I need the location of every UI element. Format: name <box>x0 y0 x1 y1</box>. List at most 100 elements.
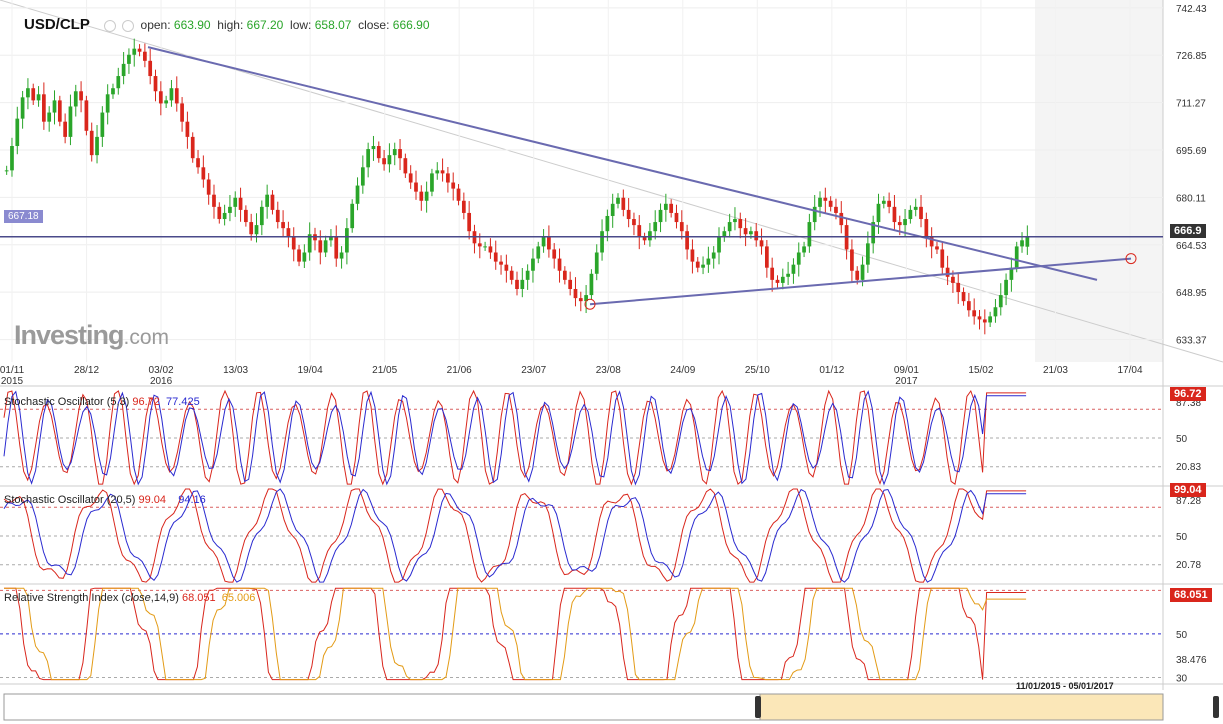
navigator-selected-range <box>759 693 1164 721</box>
candle-body <box>977 316 982 320</box>
candle-body <box>95 136 99 156</box>
candle-body <box>286 228 291 238</box>
navigator-handle-right <box>1213 696 1219 718</box>
candle-body <box>79 91 83 101</box>
candle-body <box>228 206 232 213</box>
trendline-anchor-start <box>584 298 596 310</box>
y-tick-label: 50 <box>1176 532 1188 543</box>
candle-body <box>780 276 785 283</box>
candle-body <box>20 97 25 119</box>
candle-body <box>786 273 790 277</box>
x-tick-label: 01/12 <box>819 365 844 376</box>
x-tick-label: 28/12 <box>74 365 99 376</box>
candle-body <box>871 222 876 244</box>
candle-body <box>403 158 408 174</box>
candle-body <box>876 203 881 223</box>
navigator-range-label: 11/01/2015 - 05/01/2017 <box>1016 681 1114 691</box>
indicator-line-primary <box>3 488 1027 583</box>
candle-body <box>148 60 153 77</box>
candle-body <box>477 243 482 247</box>
candle-body <box>764 246 769 268</box>
candle-body <box>589 273 594 296</box>
candle-body <box>111 88 115 95</box>
candle-body <box>935 246 939 250</box>
candle-body <box>860 264 865 280</box>
candle-body <box>297 249 301 262</box>
candle-body <box>127 54 131 64</box>
y-tick-label: 664.53 <box>1176 241 1207 252</box>
x-tick-year-label: 2016 <box>150 376 173 387</box>
y-tick-label: 742.43 <box>1176 4 1207 15</box>
candle-body <box>345 228 349 253</box>
candle-body <box>1009 267 1014 280</box>
candle-body <box>897 222 902 226</box>
candle-body <box>648 231 652 241</box>
candle-body <box>185 121 190 137</box>
x-tick-label: 21/05 <box>372 365 397 376</box>
candle-body <box>483 246 487 248</box>
x-tick-year-label: 2015 <box>1 376 24 387</box>
candle-body <box>57 100 62 122</box>
candle-body <box>291 237 296 250</box>
candle-body <box>881 200 886 204</box>
candle-body <box>967 301 971 311</box>
candle-body <box>903 219 907 226</box>
candle-body <box>169 88 174 101</box>
candle-body <box>499 261 503 265</box>
eye-icon[interactable] <box>104 19 117 32</box>
indicator-line-primary <box>3 389 1027 486</box>
stoch2-last-tag: 99.04 <box>1170 483 1206 497</box>
candle-body <box>547 237 551 250</box>
y-tick-label: 680.11 <box>1176 193 1206 204</box>
instrument-header: USD/CLP open: 663.90 high: 667.20 low: 6… <box>24 16 430 33</box>
candle-body <box>392 149 397 156</box>
candle-body <box>520 279 525 289</box>
rsi-last-tag: 68.051 <box>1170 588 1212 602</box>
candle-body <box>626 209 631 220</box>
x-tick-year-label: 2017 <box>895 376 918 387</box>
candle-body <box>653 222 658 232</box>
candle-body <box>796 252 801 265</box>
candle-body <box>1020 240 1024 247</box>
candle-body <box>137 48 142 52</box>
candle-body <box>451 182 456 189</box>
candle-body <box>940 249 945 268</box>
candle-body <box>908 209 913 220</box>
candle-body <box>467 212 472 232</box>
candle-body <box>116 76 121 89</box>
candle-body <box>52 100 57 113</box>
candle-body <box>355 185 360 204</box>
candle-body <box>164 100 169 104</box>
candle-body <box>754 231 759 241</box>
candle-body <box>461 200 466 213</box>
candle-body <box>701 264 705 268</box>
candle-body <box>419 191 424 201</box>
upper-trendline <box>147 46 1098 281</box>
candle-body <box>249 222 254 235</box>
low-value: 658.07 <box>314 18 352 32</box>
candle-body <box>536 246 541 259</box>
candle-body <box>674 212 679 223</box>
y-tick-label: 648.95 <box>1176 288 1207 299</box>
candle-body <box>573 288 578 299</box>
candle-body <box>180 103 184 122</box>
candle-body <box>100 112 105 137</box>
candle-body <box>206 179 211 195</box>
candle-body <box>376 146 381 159</box>
candle-body <box>557 258 562 271</box>
candle-body <box>722 231 727 238</box>
candle-body <box>302 252 307 262</box>
candle-body <box>738 219 743 229</box>
candle-body <box>31 88 36 101</box>
candle-body <box>892 206 897 223</box>
y-tick-label: 30 <box>1176 673 1188 684</box>
symbol-title: USD/CLP <box>24 16 90 33</box>
candle-body <box>190 136 195 159</box>
candle-body <box>706 258 711 265</box>
candle-body <box>951 276 955 283</box>
candle-body <box>600 231 604 253</box>
settings-icon[interactable] <box>122 19 135 32</box>
candle-body <box>509 270 514 280</box>
y-tick-label: 20.78 <box>1176 560 1201 571</box>
